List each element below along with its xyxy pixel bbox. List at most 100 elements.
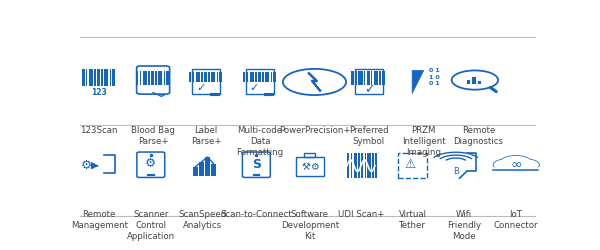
FancyBboxPatch shape (136, 72, 139, 85)
Text: ⚙: ⚙ (80, 159, 92, 172)
FancyBboxPatch shape (217, 72, 218, 83)
Circle shape (493, 159, 520, 170)
FancyBboxPatch shape (467, 80, 470, 84)
FancyBboxPatch shape (365, 153, 366, 178)
FancyBboxPatch shape (242, 72, 245, 83)
FancyBboxPatch shape (204, 72, 207, 83)
FancyBboxPatch shape (164, 72, 165, 85)
Text: IoT
Connector: IoT Connector (494, 210, 538, 230)
FancyBboxPatch shape (104, 68, 108, 86)
FancyBboxPatch shape (86, 68, 88, 86)
FancyBboxPatch shape (372, 153, 374, 178)
FancyBboxPatch shape (353, 153, 357, 178)
FancyBboxPatch shape (268, 93, 273, 95)
FancyBboxPatch shape (274, 72, 276, 83)
FancyBboxPatch shape (379, 72, 381, 85)
FancyBboxPatch shape (158, 72, 162, 85)
FancyBboxPatch shape (155, 72, 157, 85)
Text: UDI Scan+: UDI Scan+ (338, 210, 384, 219)
FancyBboxPatch shape (367, 72, 370, 85)
FancyBboxPatch shape (255, 72, 257, 83)
Text: 0 1
1 0
0 1: 0 1 1 0 0 1 (428, 68, 439, 86)
Text: ✓: ✓ (196, 83, 205, 93)
FancyBboxPatch shape (352, 72, 354, 85)
FancyBboxPatch shape (367, 153, 371, 178)
FancyBboxPatch shape (193, 167, 198, 176)
FancyBboxPatch shape (196, 72, 200, 83)
Text: PowerPrecision+: PowerPrecision+ (278, 126, 350, 135)
FancyBboxPatch shape (265, 72, 269, 83)
FancyBboxPatch shape (199, 162, 204, 176)
Text: Remote
Diagnostics: Remote Diagnostics (454, 126, 503, 146)
FancyBboxPatch shape (94, 68, 95, 86)
Circle shape (502, 162, 530, 173)
FancyBboxPatch shape (247, 72, 248, 83)
Text: Remote
Management: Remote Management (71, 210, 128, 230)
FancyBboxPatch shape (262, 72, 263, 83)
FancyBboxPatch shape (356, 72, 357, 85)
Polygon shape (412, 70, 424, 94)
FancyBboxPatch shape (97, 68, 100, 86)
Text: Multi-code
Data
Formatting: Multi-code Data Formatting (236, 126, 284, 158)
FancyBboxPatch shape (472, 77, 476, 84)
FancyBboxPatch shape (351, 153, 352, 178)
Text: Wifi
Friendly
Mode: Wifi Friendly Mode (447, 210, 481, 241)
Text: Software
Development
Kit: Software Development Kit (281, 210, 339, 241)
FancyBboxPatch shape (151, 72, 154, 85)
FancyBboxPatch shape (166, 72, 169, 85)
Text: B: B (453, 167, 459, 176)
FancyBboxPatch shape (210, 93, 215, 95)
Text: Virtual
Tether: Virtual Tether (398, 210, 427, 230)
Text: Scanner
Control
Application: Scanner Control Application (127, 210, 175, 241)
Text: 123Scan: 123Scan (80, 126, 118, 135)
FancyBboxPatch shape (211, 164, 216, 176)
FancyBboxPatch shape (208, 72, 209, 83)
FancyBboxPatch shape (364, 72, 365, 85)
Text: ∞: ∞ (510, 158, 521, 172)
FancyBboxPatch shape (112, 68, 115, 86)
FancyBboxPatch shape (382, 72, 385, 85)
Text: Blood Bag
Parse+: Blood Bag Parse+ (131, 126, 175, 146)
FancyBboxPatch shape (258, 72, 261, 83)
FancyBboxPatch shape (101, 68, 103, 86)
FancyBboxPatch shape (143, 72, 147, 85)
Text: ✓: ✓ (364, 83, 374, 96)
Text: ScanSpeed
Analytics: ScanSpeed Analytics (178, 210, 227, 230)
FancyBboxPatch shape (220, 72, 222, 83)
Text: ⚙: ⚙ (310, 162, 319, 172)
FancyBboxPatch shape (140, 72, 141, 85)
FancyBboxPatch shape (110, 68, 111, 86)
Text: Label
Parse+: Label Parse+ (191, 126, 221, 146)
FancyBboxPatch shape (193, 72, 194, 83)
Text: 123: 123 (91, 88, 107, 97)
FancyBboxPatch shape (211, 72, 215, 83)
Text: PRZM
Intelligent
Imaging: PRZM Intelligent Imaging (402, 126, 446, 158)
FancyBboxPatch shape (361, 153, 364, 178)
FancyBboxPatch shape (82, 68, 85, 86)
FancyBboxPatch shape (271, 72, 272, 83)
Text: Preferred
Symbol: Preferred Symbol (349, 126, 389, 146)
FancyBboxPatch shape (358, 153, 359, 178)
FancyBboxPatch shape (358, 72, 362, 85)
FancyBboxPatch shape (250, 72, 254, 83)
FancyBboxPatch shape (347, 153, 349, 178)
FancyBboxPatch shape (205, 157, 210, 176)
Circle shape (500, 156, 531, 168)
FancyBboxPatch shape (375, 153, 377, 178)
FancyBboxPatch shape (264, 93, 268, 95)
Text: ✓: ✓ (250, 83, 259, 93)
Text: ⚒: ⚒ (302, 162, 310, 172)
Text: ⚙: ⚙ (145, 157, 157, 170)
FancyBboxPatch shape (201, 72, 203, 83)
FancyBboxPatch shape (148, 72, 149, 85)
Text: S: S (252, 158, 261, 171)
FancyBboxPatch shape (478, 81, 481, 84)
Text: Scan-to-Connect: Scan-to-Connect (220, 210, 292, 219)
Circle shape (513, 159, 539, 170)
FancyBboxPatch shape (374, 72, 378, 85)
FancyBboxPatch shape (371, 72, 373, 85)
FancyBboxPatch shape (89, 68, 93, 86)
FancyBboxPatch shape (188, 72, 191, 83)
FancyBboxPatch shape (215, 93, 219, 95)
Text: ⚠: ⚠ (404, 158, 416, 171)
